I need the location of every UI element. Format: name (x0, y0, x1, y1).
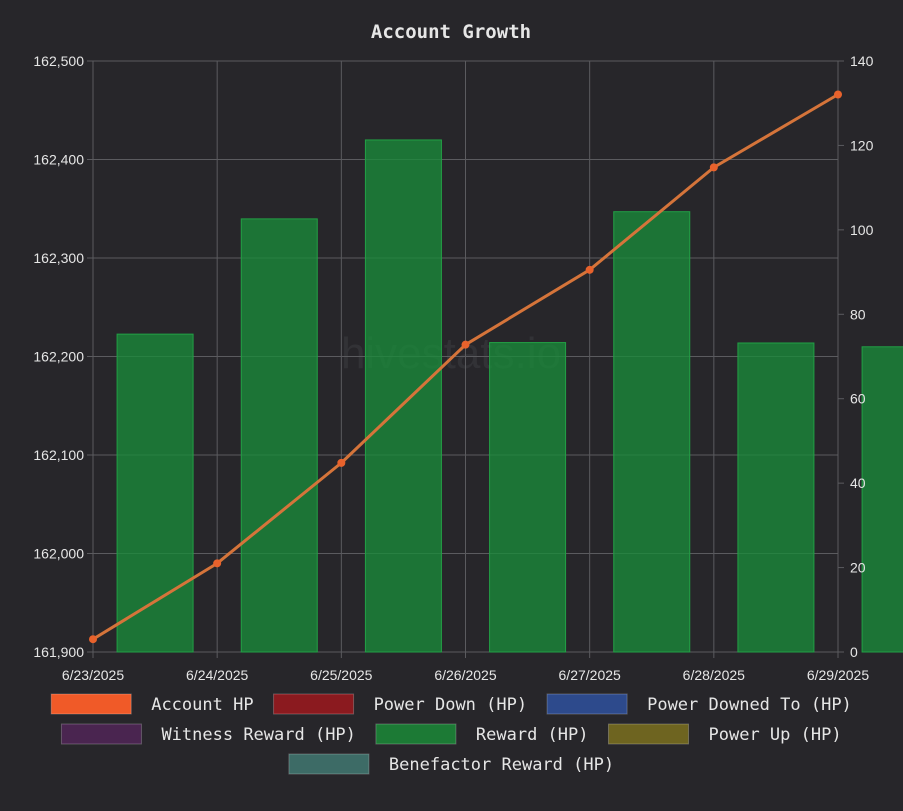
account-hp-point[interactable] (461, 340, 470, 349)
line-series (89, 90, 842, 644)
legend-item[interactable]: Power Up (HP) (608, 723, 842, 745)
legend[interactable]: Account HP Power Down (HP) Power Downed To… (50, 693, 852, 775)
legend-label: Account HP (151, 695, 253, 715)
y-axis-right: 0 20 40 60 80 100 120 140 (850, 53, 874, 660)
y-left-tick-label: 162,400 (33, 152, 84, 168)
y-right-tick-label: 0 (850, 644, 858, 660)
legend-label: Power Downed To (HP) (647, 695, 852, 715)
legend-label: Witness Reward (HP) (161, 725, 355, 745)
legend-swatch (50, 693, 132, 715)
legend-swatch (546, 693, 628, 715)
y-right-tick-label: 80 (850, 306, 866, 322)
legend-item[interactable]: Witness Reward (HP) (60, 723, 356, 745)
y-right-tick-label: 140 (850, 53, 874, 69)
x-axis: 6/23/2025 6/24/2025 6/25/2025 6/26/2025 6/27… (62, 667, 869, 683)
reward-bar (861, 346, 903, 653)
legend-swatch (608, 723, 689, 745)
legend-label: Reward (HP) (476, 725, 589, 745)
chart-title: Account Growth (371, 21, 531, 43)
x-tick-label: 6/27/2025 (559, 667, 621, 683)
grid-lines (87, 60, 844, 658)
legend-label: Power Down (HP) (374, 695, 528, 715)
x-tick-label: 6/23/2025 (62, 667, 124, 683)
legend-item[interactable]: Power Down (HP) (273, 693, 528, 715)
x-tick-label: 6/25/2025 (310, 667, 372, 683)
legend-swatch (288, 753, 370, 775)
account-hp-point[interactable] (89, 635, 97, 644)
y-left-tick-label: 162,500 (33, 53, 84, 69)
y-left-tick-label: 162,100 (33, 447, 84, 463)
account-hp-point[interactable] (709, 163, 718, 172)
y-right-tick-label: 40 (850, 475, 866, 491)
y-axis-left: 161,900 162,000 162,100 162,200 162,300 162,4… (33, 53, 84, 660)
y-right-tick-label: 20 (850, 560, 866, 576)
legend-label: Power Up (HP) (709, 725, 842, 745)
legend-swatch (273, 693, 355, 715)
x-tick-label: 6/29/2025 (807, 667, 869, 683)
y-right-tick-label: 60 (850, 391, 866, 407)
reward-bar (240, 218, 318, 653)
y-left-tick-label: 161,900 (33, 644, 84, 660)
y-right-tick-label: 100 (850, 222, 874, 238)
reward-bar (613, 211, 691, 653)
x-tick-label: 6/24/2025 (186, 667, 248, 683)
y-left-tick-label: 162,000 (33, 546, 84, 562)
reward-bar (364, 139, 442, 653)
x-tick-label: 6/26/2025 (434, 667, 496, 683)
legend-swatch (60, 723, 142, 745)
reward-bar (116, 333, 194, 653)
legend-item[interactable]: Reward (HP) (375, 723, 589, 745)
y-left-tick-label: 162,200 (33, 349, 84, 365)
legend-item[interactable]: Account HP (50, 693, 254, 715)
x-tick-label: 6/28/2025 (683, 667, 745, 683)
legend-item[interactable]: Benefactor Reward (HP) (288, 753, 614, 775)
reward-bar (737, 342, 815, 653)
reward-bar (489, 342, 567, 653)
bar-series (116, 139, 903, 653)
y-right-tick-label: 120 (850, 137, 874, 153)
legend-label: Benefactor Reward (HP) (389, 755, 614, 775)
legend-swatch (375, 723, 457, 745)
account-hp-point[interactable] (834, 90, 842, 99)
legend-item[interactable]: Power Downed To (HP) (546, 693, 852, 715)
y-left-tick-label: 162,300 (33, 250, 84, 266)
account-hp-point[interactable] (337, 458, 346, 467)
account-hp-point[interactable] (585, 265, 594, 274)
account-hp-point[interactable] (213, 559, 222, 568)
